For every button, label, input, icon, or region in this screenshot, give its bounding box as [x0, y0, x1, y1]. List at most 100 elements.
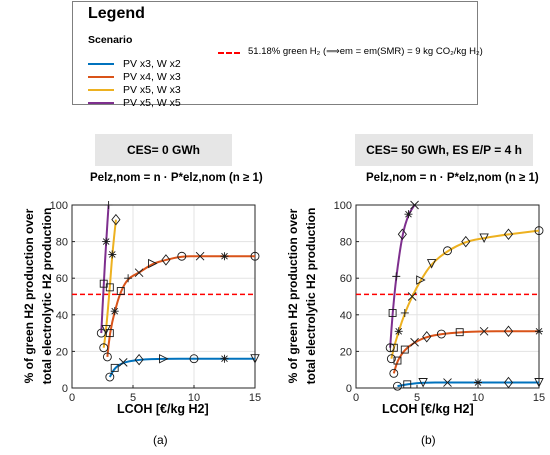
y-tick-label: 60 [56, 273, 68, 285]
marker-star [535, 327, 543, 336]
marker-plus [392, 272, 401, 281]
x-tick-label: 5 [130, 392, 136, 404]
series-line [389, 205, 416, 348]
x-tick-label: 10 [472, 392, 484, 404]
y-tick-label: 20 [56, 346, 68, 358]
x-tick-label: 5 [414, 392, 420, 404]
plot-frame [355, 204, 540, 389]
marker-x [410, 337, 419, 347]
panel-a-formula: Pelz,nom = n · P*elz,nom (n ≥ 1) [90, 172, 263, 184]
legend-line-swatch [88, 76, 114, 78]
series-line [392, 330, 539, 374]
x-tick-label: 0 [353, 392, 359, 404]
marker-x [118, 358, 128, 367]
y-tick-label: 100 [50, 200, 68, 212]
marker-star [108, 250, 117, 259]
marker-square [110, 363, 119, 372]
legend-scenario-heading: Scenario [88, 34, 133, 46]
series-group [100, 205, 255, 378]
marker-star [220, 354, 229, 363]
series-line [102, 219, 117, 348]
x-tick-label: 10 [188, 392, 200, 404]
marker-square [116, 287, 125, 295]
plot-frame [71, 204, 256, 389]
marker-x [443, 378, 452, 387]
y-tick-label: 0 [346, 383, 352, 395]
marker-x [479, 326, 489, 336]
marker-circle [436, 329, 446, 339]
marker-x [407, 292, 417, 301]
panel-a-xlabel: LCOH [€/kg H2] [117, 402, 209, 416]
marker-plus [400, 308, 409, 317]
legend-item-label: PV x4, W x3 [123, 71, 181, 83]
panel-a-header: CES= 0 GWh [95, 134, 232, 166]
marker-circle [105, 372, 115, 382]
marker-x [134, 268, 144, 278]
marker-circle [385, 343, 395, 353]
panel-b-caption: (b) [421, 433, 436, 447]
legend-item-label: PV x5, W x5 [123, 97, 181, 109]
marker-triangle [534, 378, 544, 388]
y-tick-label: 60 [340, 273, 352, 285]
legend-line-swatch [88, 102, 114, 104]
marker-circle [102, 352, 112, 362]
marker-circle [389, 368, 399, 378]
marker-diamond [461, 235, 471, 248]
y-tick-label: 80 [340, 237, 352, 249]
series-line [100, 205, 110, 334]
marker-circle [177, 251, 187, 261]
marker-triangle [159, 353, 169, 364]
legend-item-label: PV x3, W x2 [123, 58, 181, 70]
marker-circle [250, 251, 260, 261]
marker-plus [104, 201, 113, 209]
legend-box [72, 1, 478, 105]
panel-a-caption: (a) [153, 433, 168, 447]
marker-star [394, 327, 403, 336]
marker-square [403, 380, 412, 389]
marker-square [400, 345, 409, 354]
legend-item: PV x3, W x2 [88, 58, 218, 70]
marker-diamond [134, 353, 144, 366]
x-tick-label: 15 [533, 392, 545, 404]
marker-circle [99, 343, 109, 353]
panel-b-xlabel: LCOH [€/kg H2] [382, 402, 474, 416]
marker-triangle [416, 275, 426, 285]
legend-item: PV x5, W x3 [88, 84, 218, 96]
marker-circle [386, 354, 396, 364]
marker-diamond [111, 213, 121, 226]
legend-item-label: PV x5, W x3 [123, 84, 181, 96]
y-tick-label: 0 [62, 383, 68, 395]
marker-star [474, 378, 482, 387]
marker-diamond [422, 331, 432, 343]
y-tick-label: 20 [340, 346, 352, 358]
panel-b-header: CES= 50 GWh, ES E/P = 4 h [355, 134, 533, 166]
legend-line-swatch [88, 63, 114, 65]
marker-plus [124, 274, 133, 283]
marker-triangle [101, 324, 111, 335]
y-tick-label: 40 [56, 310, 68, 322]
y-tick-label: 40 [340, 310, 352, 322]
marker-square [388, 309, 397, 317]
x-tick-label: 15 [249, 392, 261, 404]
marker-star [102, 237, 111, 246]
series-group [389, 205, 539, 388]
marker-x [410, 200, 419, 210]
marker-square [99, 279, 108, 288]
marker-diamond [161, 254, 171, 266]
legend-line-swatch [88, 89, 114, 91]
panel-b-formula: Pelz,nom = n · P*elz,nom (n ≥ 1) [366, 172, 539, 184]
marker-square [455, 328, 464, 337]
series-line [106, 255, 255, 357]
legend-reference-label: 51.18% green H₂ (⟹em = em(SMR) = 9 kg CO… [248, 46, 483, 57]
marker-star [110, 307, 119, 316]
y-tick-label: 100 [334, 200, 352, 212]
marker-diamond [503, 376, 514, 389]
marker-square [393, 356, 402, 365]
series-line [390, 229, 539, 359]
marker-star [220, 252, 229, 261]
x-tick-label: 0 [69, 392, 75, 404]
marker-triangle [418, 378, 428, 388]
series-line [397, 381, 539, 388]
marker-circle [393, 381, 402, 391]
